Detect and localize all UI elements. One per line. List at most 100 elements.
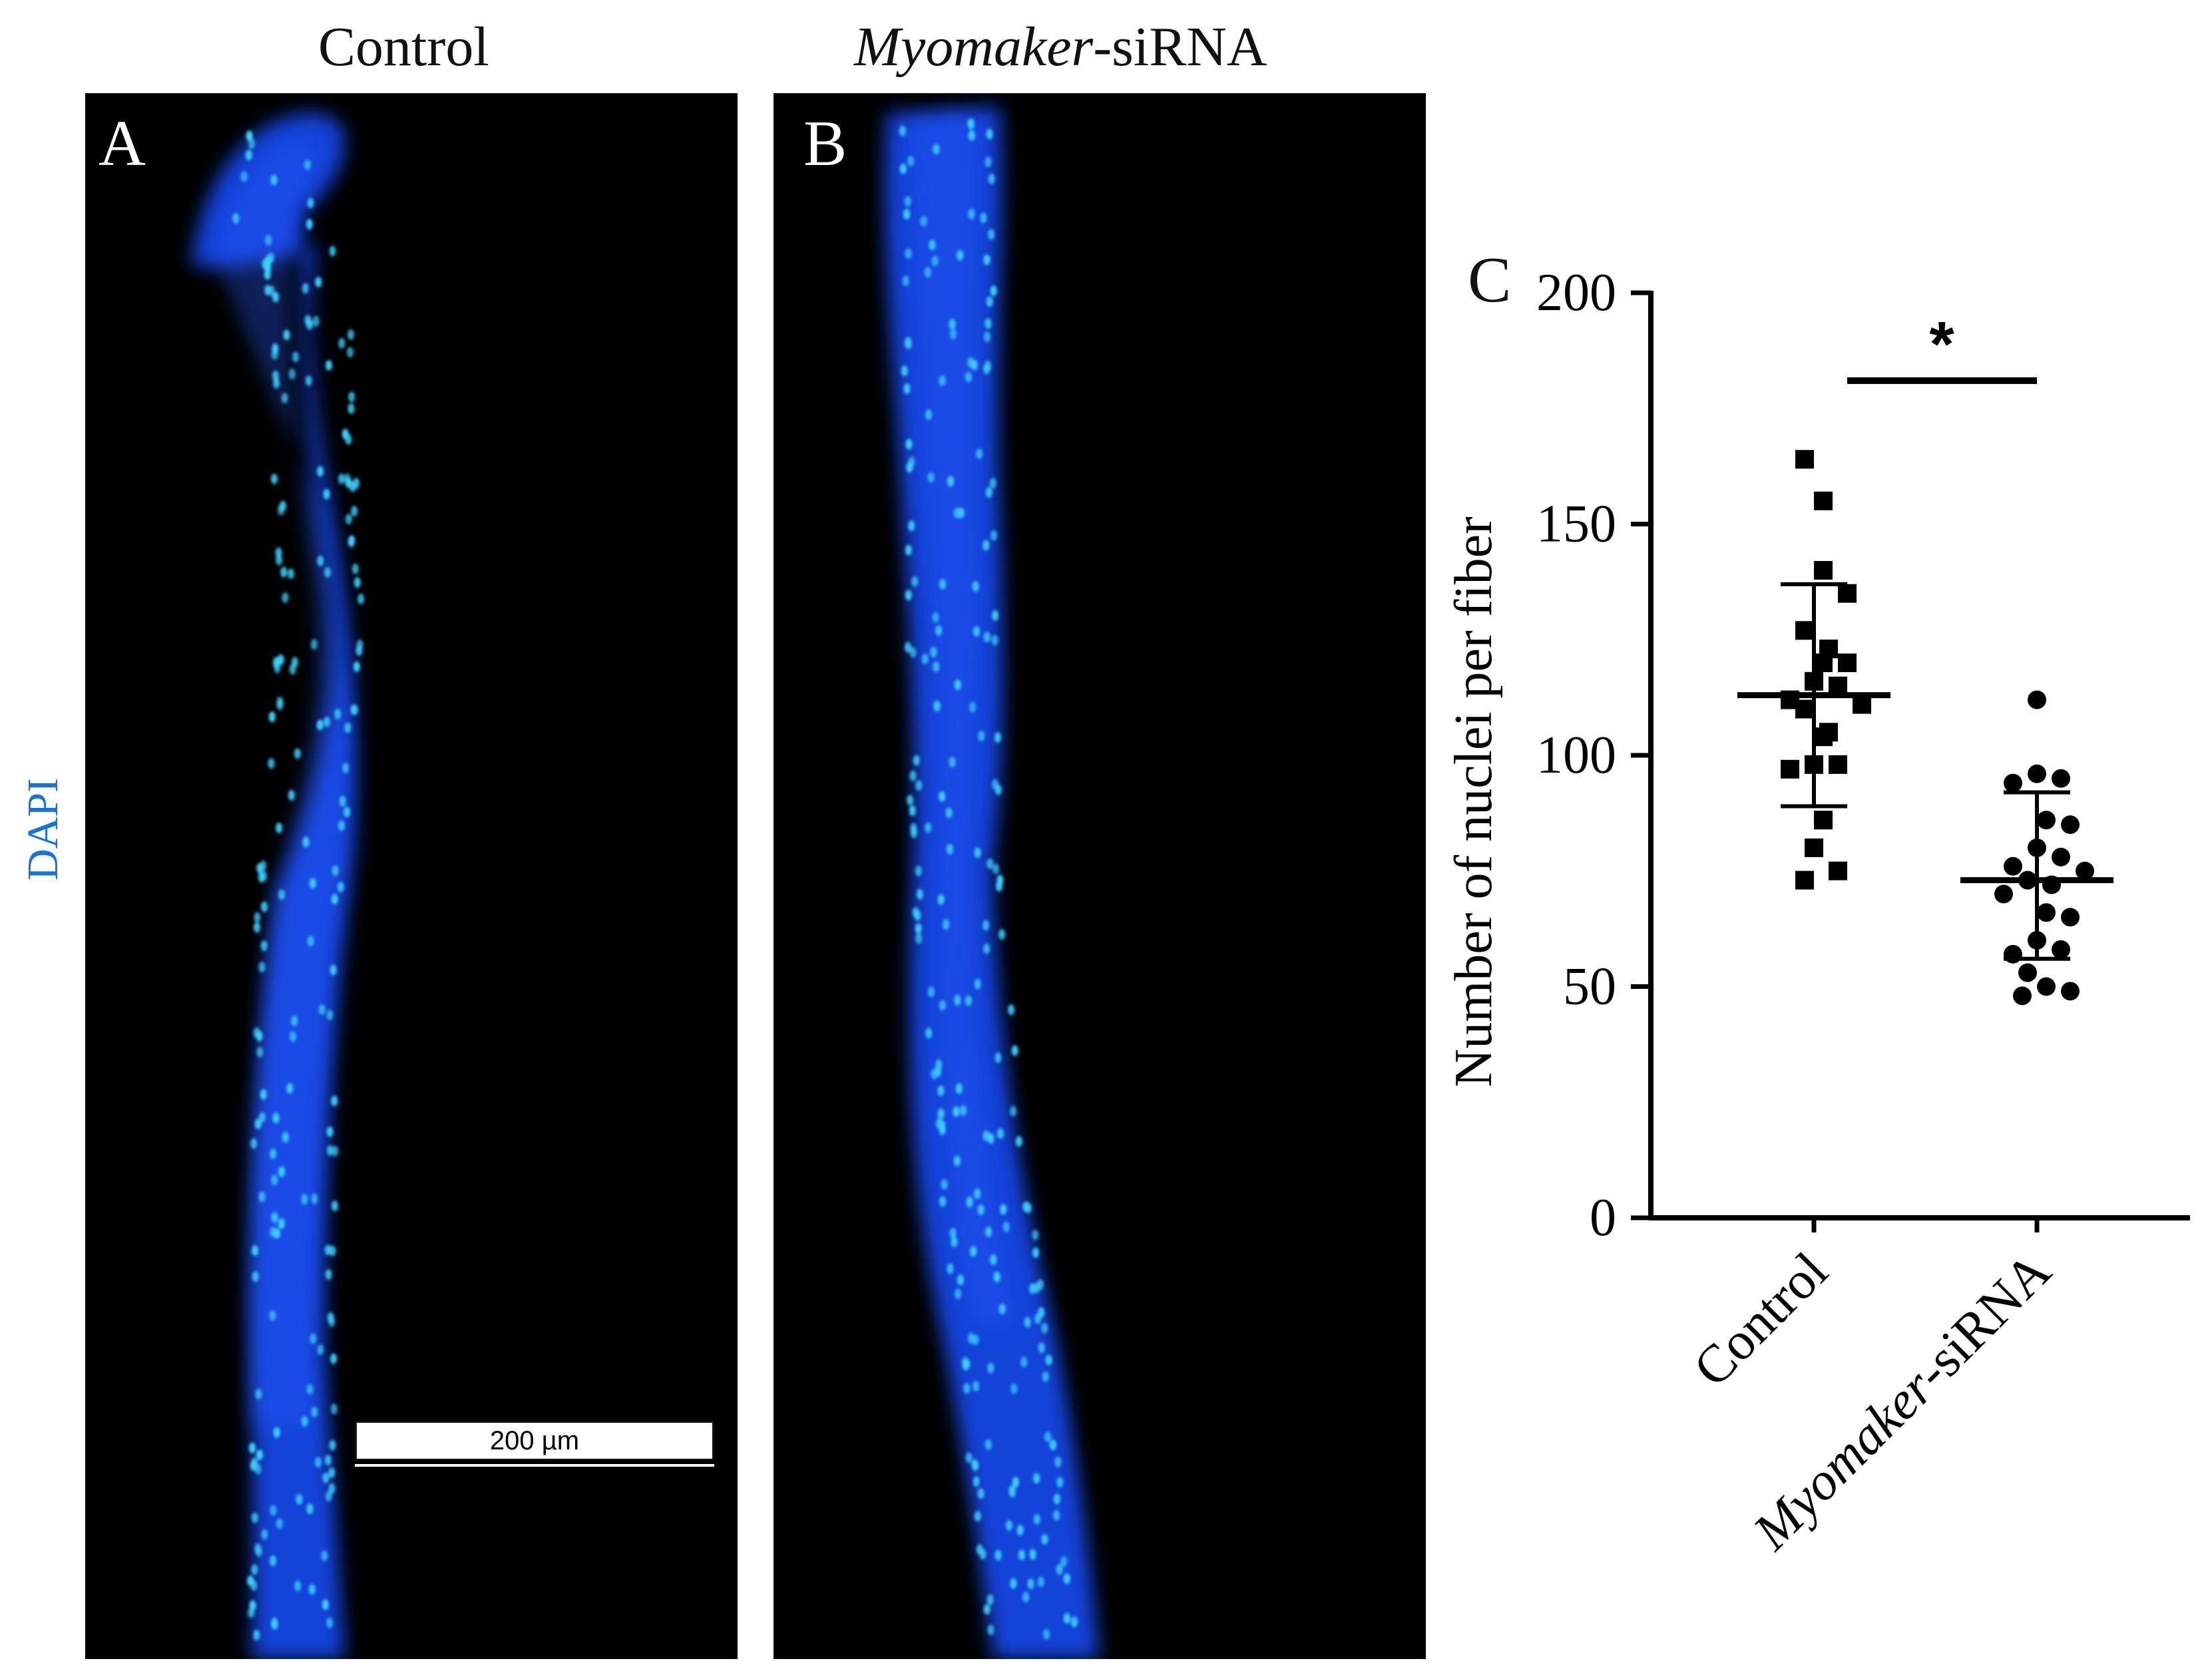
- nucleus: [281, 393, 288, 404]
- nucleus: [1071, 1616, 1078, 1628]
- nucleus: [931, 1069, 938, 1079]
- nucleus: [309, 878, 316, 889]
- nucleus: [949, 319, 956, 329]
- data-point-myomaker-sirna: [2037, 811, 2056, 830]
- nucleus: [1018, 1549, 1025, 1561]
- nucleus: [258, 872, 265, 883]
- nucleus: [282, 592, 289, 604]
- nucleus: [907, 156, 915, 166]
- nucleus: [990, 285, 997, 296]
- data-point-myomaker-sirna: [2052, 940, 2070, 959]
- nucleus: [1063, 1613, 1070, 1624]
- nucleus: [1015, 1136, 1022, 1147]
- nucleus: [1060, 1556, 1068, 1567]
- nucleus: [903, 209, 910, 220]
- nucleus: [947, 476, 954, 487]
- nucleus: [1005, 1520, 1012, 1531]
- nucleus: [991, 530, 997, 541]
- nucleus: [932, 612, 939, 623]
- nucleus: [323, 488, 330, 500]
- data-point-myomaker-sirna: [2018, 963, 2037, 982]
- nucleus: [965, 1452, 973, 1463]
- nucleus: [246, 130, 253, 142]
- nucleus: [1008, 1487, 1016, 1498]
- nucleus: [1053, 1493, 1060, 1505]
- nucleus: [937, 1085, 945, 1097]
- nucleus: [254, 1463, 262, 1475]
- nucleus: [245, 150, 252, 160]
- nucleus: [344, 722, 351, 733]
- nucleus: [328, 1467, 335, 1478]
- data-point-myomaker-sirna: [2061, 982, 2080, 1001]
- nucleus: [232, 213, 240, 224]
- nucleus: [1056, 1477, 1064, 1488]
- nucleus: [301, 1194, 308, 1205]
- nucleus: [927, 986, 935, 998]
- nucleus: [971, 359, 978, 371]
- nucleus: [326, 1145, 333, 1156]
- nucleus: [347, 329, 354, 340]
- y-tick-label: 0: [1590, 1189, 1616, 1247]
- nucleus: [347, 347, 353, 358]
- data-point-control: [1795, 621, 1814, 640]
- data-point-myomaker-sirna: [2004, 856, 2022, 876]
- nucleus: [905, 337, 912, 348]
- nucleus: [987, 1594, 994, 1605]
- nucleus: [939, 1196, 947, 1207]
- nucleus: [353, 577, 361, 588]
- nucleus: [976, 1544, 983, 1555]
- nucleus: [252, 1271, 259, 1282]
- nucleus: [995, 1052, 1002, 1063]
- nucleus: [1033, 1473, 1040, 1484]
- nucleus: [1000, 1204, 1007, 1215]
- nucleus: [272, 370, 280, 381]
- nucleus: [905, 248, 912, 260]
- nucleus: [955, 1288, 962, 1300]
- nucleus: [1063, 1573, 1070, 1584]
- nucleus: [947, 1263, 954, 1274]
- nucleus: [294, 1581, 302, 1592]
- nucleus: [290, 1031, 296, 1042]
- nucleus: [905, 590, 912, 601]
- nucleus: [277, 654, 284, 665]
- nucleus: [1002, 1221, 1010, 1232]
- nucleus: [968, 1332, 975, 1344]
- nucleus: [306, 1384, 314, 1395]
- data-point-myomaker-sirna: [1994, 884, 2013, 904]
- nucleus: [288, 369, 296, 379]
- nucleus: [949, 329, 957, 340]
- nucleus: [280, 566, 288, 578]
- data-point-myomaker-sirna: [2052, 769, 2070, 788]
- micrograph-myomaker-sirna: B: [774, 93, 1426, 1659]
- fiber-image-myomaker-sirna: [885, 106, 1100, 1659]
- data-point-control: [1814, 727, 1833, 747]
- nucleus: [989, 478, 996, 489]
- data-point-control: [1795, 870, 1814, 890]
- nucleus: [1016, 1525, 1024, 1536]
- data-point-control: [1814, 491, 1833, 510]
- nucleus: [278, 889, 286, 900]
- nucleus: [991, 635, 998, 646]
- nuclei-myomaker-sirna: [899, 118, 1078, 1640]
- nucleus: [973, 626, 980, 637]
- nucleus: [272, 1113, 280, 1123]
- nucleus: [925, 1027, 933, 1039]
- nucleus: [914, 910, 921, 921]
- nucleus: [946, 844, 953, 855]
- nucleus: [269, 1310, 276, 1321]
- nucleus: [954, 679, 961, 690]
- nucleus: [968, 208, 975, 220]
- nucleus: [909, 805, 916, 817]
- nucleus: [270, 174, 278, 186]
- nucleus: [306, 1503, 314, 1515]
- nucleus: [909, 770, 917, 781]
- nucleus: [939, 1000, 946, 1011]
- nucleus: [966, 1197, 973, 1208]
- nucleus: [288, 790, 295, 801]
- panel-a-letter: A: [99, 108, 146, 180]
- nucleus: [251, 1564, 258, 1575]
- nucleus: [983, 1130, 990, 1141]
- nucleus: [273, 1427, 280, 1438]
- nucleus: [985, 487, 993, 498]
- nucleus: [318, 1004, 326, 1016]
